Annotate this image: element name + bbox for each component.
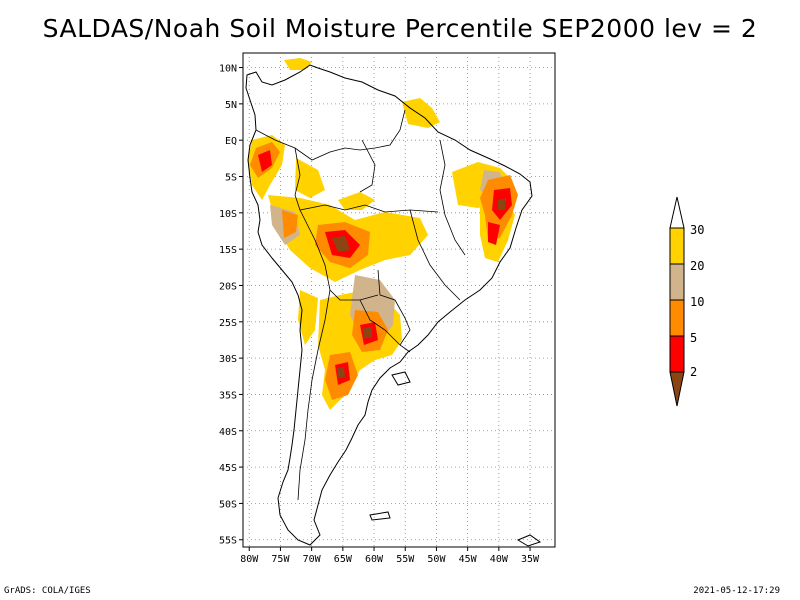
footer-credit: GrADS: COLA/IGES [4, 586, 91, 596]
colorbar: 30 20 10 5 2 [669, 196, 704, 407]
footer-timestamp: 2021-05-12-17:29 [693, 586, 780, 596]
colorbar-label-30: 30 [690, 223, 704, 237]
lon-label: 65W [334, 554, 353, 565]
colorbar-segment-below-2 [669, 371, 685, 407]
country-borders [255, 109, 466, 501]
lat-label: 50S [219, 499, 237, 510]
lat-label: 20S [219, 281, 237, 292]
lat-label: 15S [219, 245, 237, 256]
lat-label: 55S [219, 536, 237, 547]
colorbar-segment-10-20 [669, 263, 685, 301]
colorbar-label-10: 10 [690, 295, 704, 309]
lat-label: 5S [225, 173, 237, 184]
lat-label: EQ [225, 136, 237, 147]
lon-label: 60W [365, 554, 384, 565]
lat-label: 40S [219, 427, 237, 438]
lon-label: 50W [427, 554, 446, 565]
lon-label: 35W [521, 554, 540, 565]
lon-label: 75W [271, 554, 290, 565]
colorbar-label-20: 20 [690, 259, 704, 273]
lon-label: 45W [459, 554, 478, 565]
plot-frame [242, 52, 556, 548]
lat-label: 45S [219, 463, 237, 474]
lat-label: 10S [219, 209, 237, 220]
colorbar-segment-5-10 [669, 299, 685, 337]
continent-outline [245, 64, 533, 546]
lat-label: 10N [219, 64, 237, 75]
lon-label: 70W [303, 554, 322, 565]
lat-label: 5N [225, 100, 237, 111]
colorbar-label-2: 2 [690, 365, 697, 379]
percentile-shading [248, 58, 518, 410]
colorbar-segment-above-30 [669, 196, 685, 229]
lat-label: 30S [219, 354, 237, 365]
lat-label: 35S [219, 390, 237, 401]
map-title: SALDAS/Noah Soil Moisture Percentile SEP… [42, 14, 758, 43]
lon-label: 55W [396, 554, 415, 565]
lon-label: 80W [240, 554, 259, 565]
colorbar-segment-20-30 [669, 227, 685, 265]
lat-label: 25S [219, 318, 237, 329]
graticule [243, 53, 555, 547]
colorbar-label-5: 5 [690, 331, 697, 345]
lon-label: 40W [490, 554, 509, 565]
colorbar-segment-2-5 [669, 335, 685, 373]
